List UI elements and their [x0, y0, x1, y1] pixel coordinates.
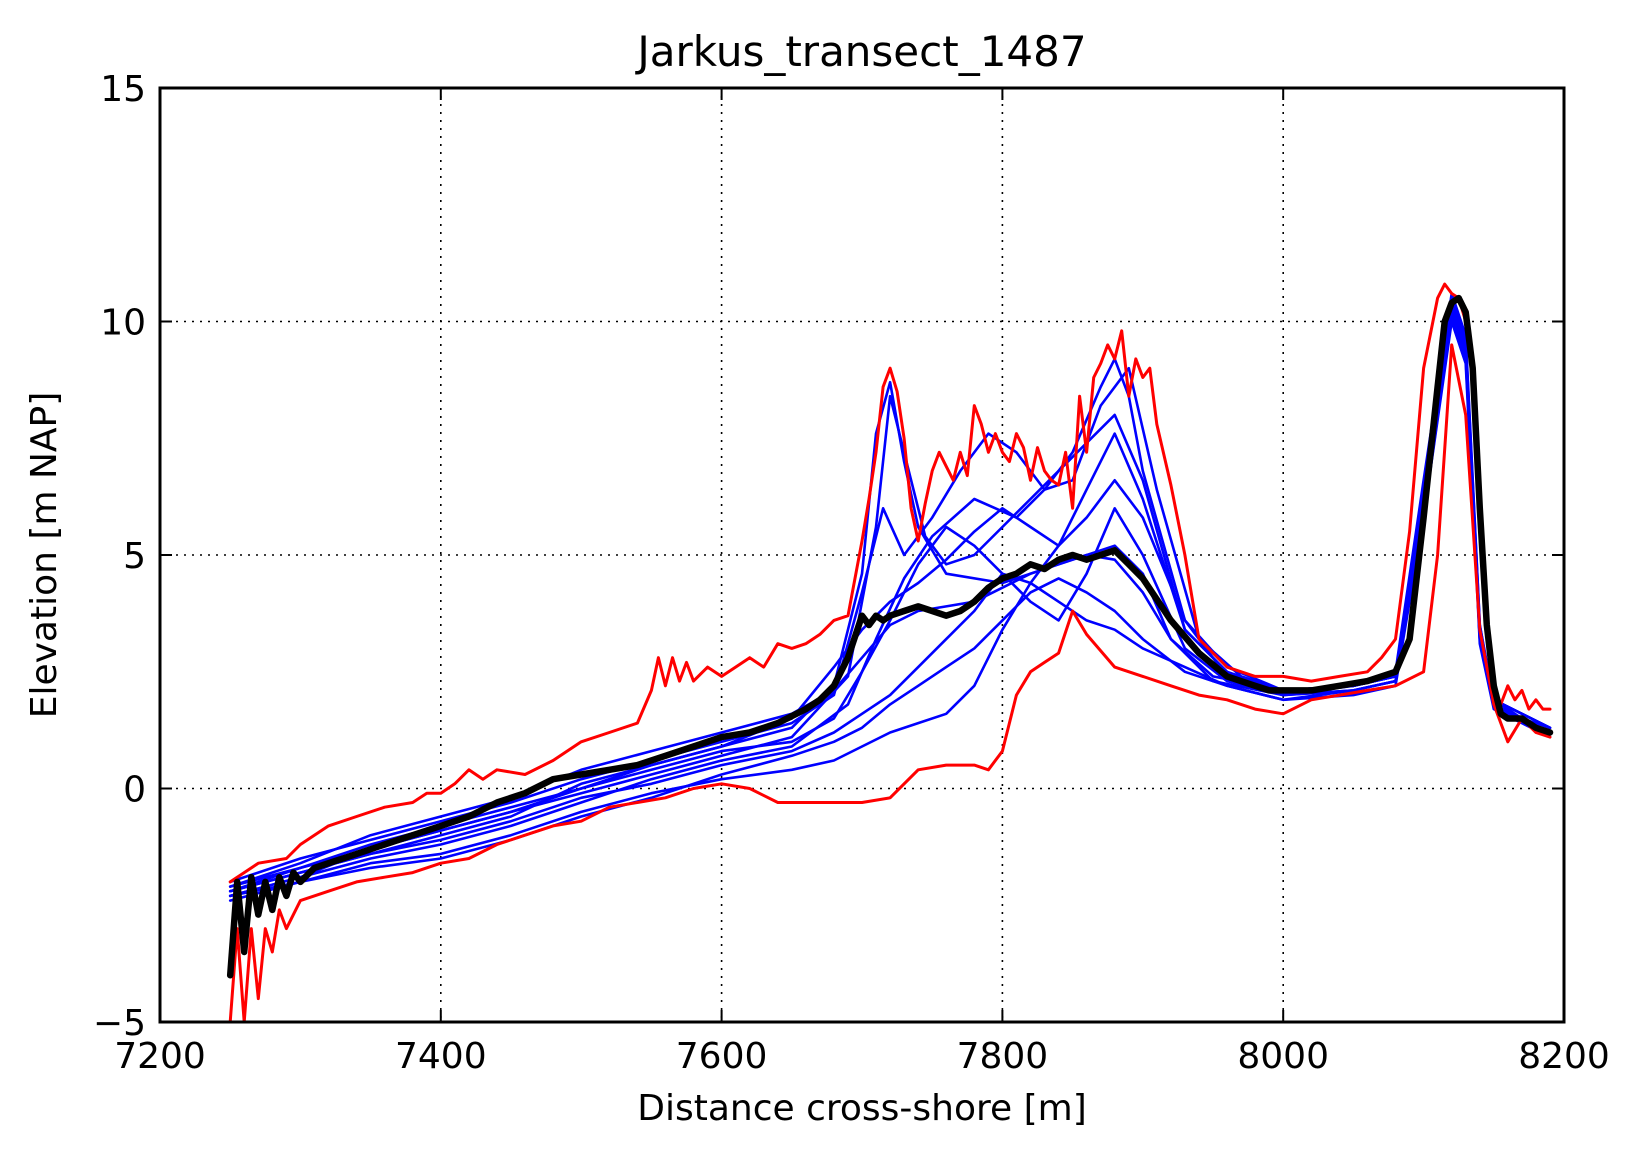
- x-tick-label: 7600: [676, 1036, 768, 1077]
- x-tick-label: 7400: [395, 1036, 487, 1077]
- x-tick-label: 8200: [1518, 1036, 1610, 1077]
- y-tick-label: 15: [100, 69, 146, 110]
- y-tick-label: −5: [93, 1003, 146, 1044]
- y-tick-label: 0: [123, 770, 146, 811]
- x-tick-label: 7800: [957, 1036, 1049, 1077]
- y-tick-label: 10: [100, 303, 146, 344]
- y-axis-label: Elevation [m NAP]: [24, 392, 65, 719]
- grid-layer: [160, 88, 1564, 1022]
- series-line-upper-envelope: [228, 282, 1552, 884]
- label-layer: Jarkus_transect_1487 Distance cross-shor…: [24, 27, 1087, 1129]
- tick-layer: 7200 7400 7600 7800 8000 8200 −5 0 5 10 15: [93, 69, 1610, 1077]
- chart-title: Jarkus_transect_1487: [634, 27, 1086, 76]
- x-tick-label: 8000: [1237, 1036, 1329, 1077]
- x-axis-label: Distance cross-shore [m]: [637, 1088, 1087, 1129]
- y-tick-label: 5: [123, 536, 146, 577]
- x-tick-label: 7200: [114, 1036, 206, 1077]
- series-line-mean-profile: [226, 294, 1554, 979]
- series-line-lower-envelope: [228, 343, 1552, 1024]
- series-layer: [226, 282, 1554, 1024]
